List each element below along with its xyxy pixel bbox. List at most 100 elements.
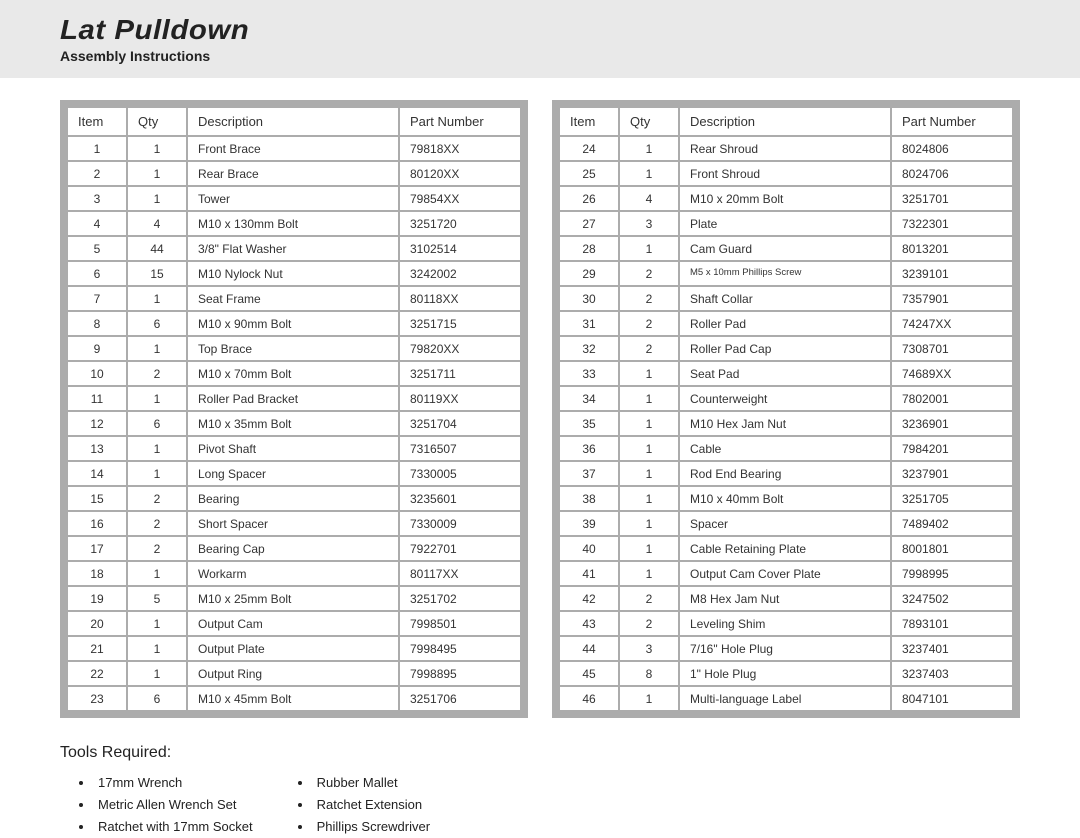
table-row: 162Short Spacer7330009: [68, 512, 520, 535]
col-qty-header: Qty: [620, 108, 678, 135]
cell-item: 38: [560, 487, 618, 510]
cell-description: Output Cam Cover Plate: [680, 562, 890, 585]
cell-item: 14: [68, 462, 126, 485]
table-row: 391Spacer7489402: [560, 512, 1012, 535]
table-row: 411Output Cam Cover Plate7998995: [560, 562, 1012, 585]
cell-description: M10 x 40mm Bolt: [680, 487, 890, 510]
cell-item: 23: [68, 687, 126, 710]
cell-qty: 1: [620, 562, 678, 585]
cell-item: 5: [68, 237, 126, 260]
cell-qty: 2: [620, 337, 678, 360]
cell-qty: 1: [128, 637, 186, 660]
cell-description: M10 Nylock Nut: [188, 262, 398, 285]
cell-description: Pivot Shaft: [188, 437, 398, 460]
cell-description: 7/16" Hole Plug: [680, 637, 890, 660]
cell-part-number: 8047101: [892, 687, 1012, 710]
table-row: 281Cam Guard8013201: [560, 237, 1012, 260]
col-part-header: Part Number: [400, 108, 520, 135]
cell-qty: 1: [620, 462, 678, 485]
tools-list-item: Ratchet Extension: [313, 794, 430, 816]
cell-item: 1: [68, 137, 126, 160]
cell-part-number: 80117XX: [400, 562, 520, 585]
cell-qty: 1: [620, 487, 678, 510]
cell-qty: 2: [128, 487, 186, 510]
cell-part-number: 8001801: [892, 537, 1012, 560]
cell-part-number: 7330009: [400, 512, 520, 535]
table-row: 236M10 x 45mm Bolt3251706: [68, 687, 520, 710]
cell-part-number: 3237401: [892, 637, 1012, 660]
cell-part-number: 80119XX: [400, 387, 520, 410]
table-row: 4437/16" Hole Plug3237401: [560, 637, 1012, 660]
cell-part-number: 3236901: [892, 412, 1012, 435]
cell-item: 20: [68, 612, 126, 635]
cell-description: Rear Shroud: [680, 137, 890, 160]
cell-item: 27: [560, 212, 618, 235]
cell-item: 8: [68, 312, 126, 335]
parts-table-right: Item Qty Description Part Number 24 1 Rear…: [552, 100, 1020, 718]
table-row: 86M10 x 90mm Bolt3251715: [68, 312, 520, 335]
cell-description: M10 x 35mm Bolt: [188, 412, 398, 435]
table-row: 5443/8" Flat Washer3102514: [68, 237, 520, 260]
cell-item: 22: [68, 662, 126, 685]
cell-part-number: 7489402: [892, 512, 1012, 535]
cell-qty: 15: [128, 262, 186, 285]
cell-description: Output Plate: [188, 637, 398, 660]
cell-part-number: 7893101: [892, 612, 1012, 635]
cell-item: 16: [68, 512, 126, 535]
cell-description: Rear Brace: [188, 162, 398, 185]
page-title: Lat Pulldown: [60, 14, 1080, 46]
cell-item: 46: [560, 687, 618, 710]
tools-list-item: Metric Allen Wrench Set: [94, 794, 253, 816]
tools-list-col1: 17mm WrenchMetric Allen Wrench SetRatche…: [94, 772, 253, 838]
table-row: 615M10 Nylock Nut3242002: [68, 262, 520, 285]
table-row: 361Cable7984201: [560, 437, 1012, 460]
cell-description: Cam Guard: [680, 237, 890, 260]
table-row: 21Rear Brace80120XX: [68, 162, 520, 185]
cell-description: Front Brace: [188, 137, 398, 160]
cell-item: 12: [68, 412, 126, 435]
cell-description: Cable Retaining Plate: [680, 537, 890, 560]
table-row: 201Output Cam7998501: [68, 612, 520, 635]
table-row: 292M5 x 10mm Phillips Screw3239101: [560, 262, 1012, 285]
cell-qty: 1: [620, 512, 678, 535]
cell-part-number: 3251715: [400, 312, 520, 335]
cell-qty: 1: [128, 187, 186, 210]
table-row: 371Rod End Bearing3237901: [560, 462, 1012, 485]
cell-part-number: 7998501: [400, 612, 520, 635]
cell-qty: 1: [128, 162, 186, 185]
cell-part-number: 7316507: [400, 437, 520, 460]
cell-qty: 1: [620, 537, 678, 560]
cell-item: 37: [560, 462, 618, 485]
cell-part-number: 3251711: [400, 362, 520, 385]
cell-part-number: 7984201: [892, 437, 1012, 460]
cell-description: Tower: [188, 187, 398, 210]
cell-qty: 2: [128, 512, 186, 535]
table-row: 322Roller Pad Cap7308701: [560, 337, 1012, 360]
cell-qty: 1: [128, 137, 186, 160]
cell-qty: 2: [620, 612, 678, 635]
cell-description: Counterweight: [680, 387, 890, 410]
table-row: 251Front Shroud8024706: [560, 162, 1012, 185]
table-row: 31Tower79854XX: [68, 187, 520, 210]
col-item-header: Item: [68, 108, 126, 135]
cell-item: 43: [560, 612, 618, 635]
cell-item: 4: [68, 212, 126, 235]
cell-part-number: 74689XX: [892, 362, 1012, 385]
tools-section: Tools Required: 17mm WrenchMetric Allen …: [0, 718, 1080, 838]
cell-qty: 44: [128, 237, 186, 260]
cell-part-number: 3239101: [892, 262, 1012, 285]
table-header-row: Item Qty Description Part Number: [560, 108, 1012, 135]
cell-qty: 2: [128, 537, 186, 560]
cell-description: Short Spacer: [188, 512, 398, 535]
header-band: Lat Pulldown Assembly Instructions: [0, 0, 1080, 78]
col-desc-header: Description: [680, 108, 890, 135]
cell-part-number: 8024706: [892, 162, 1012, 185]
cell-description: Roller Pad Bracket: [188, 387, 398, 410]
cell-description: Leveling Shim: [680, 612, 890, 635]
cell-part-number: 7998995: [892, 562, 1012, 585]
tables-container: Item Qty Description Part Number 11Front…: [0, 78, 1080, 718]
cell-item: 40: [560, 537, 618, 560]
cell-item: 24: [560, 137, 618, 160]
cell-part-number: 7998495: [400, 637, 520, 660]
table-row: 351M10 Hex Jam Nut3236901: [560, 412, 1012, 435]
